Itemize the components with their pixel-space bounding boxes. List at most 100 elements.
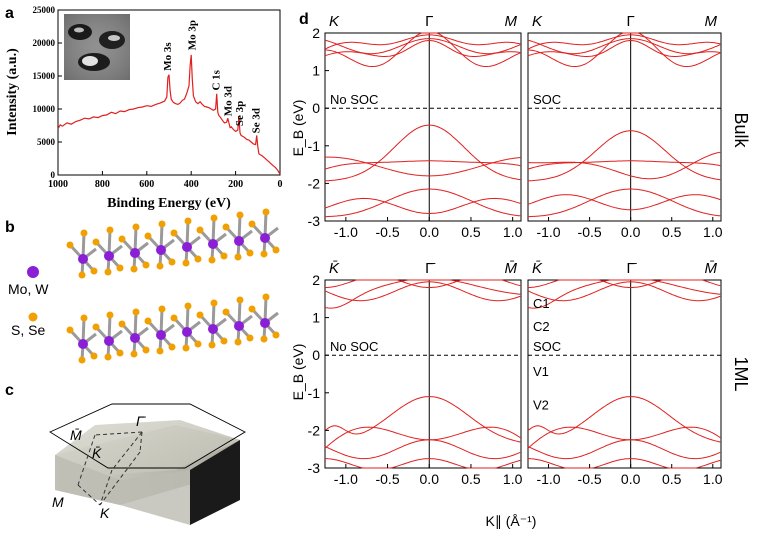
chalcogen-atom — [196, 226, 204, 234]
xps-ytick-label: 5000 — [37, 137, 56, 147]
chalcogen-atom — [90, 352, 98, 360]
metal-atom — [104, 336, 114, 346]
band-curve — [527, 151, 721, 180]
band-curve — [527, 32, 721, 67]
bands-xlabel: K∥ (Å⁻¹) — [486, 513, 537, 529]
xps-annotation: Mo 3s — [162, 42, 174, 71]
chalcogen-atom — [144, 232, 152, 240]
band-curve — [324, 426, 521, 449]
metal-atom — [182, 242, 192, 252]
chalcogen-atom — [236, 296, 244, 304]
band-curve — [527, 194, 721, 211]
soc-label: No SOC — [330, 92, 378, 107]
chalcogen-atom — [222, 308, 230, 316]
chalcogen-atom — [78, 356, 86, 364]
bz-label-gammabar: Γ̄ — [136, 413, 146, 429]
band-plot-ml-nosoc: 2 1 0 -1 -2 -3 -1.0 -0.5 0.0 0.5 1.0 K̄ Γ̄ M̄ No SOC — [308, 260, 523, 487]
chalcogen-atom — [168, 343, 176, 351]
band-curve — [527, 130, 721, 182]
xps-ytick-label: 10000 — [33, 104, 56, 114]
kpoint-label: K̄ — [532, 260, 543, 277]
band-curve — [527, 426, 721, 449]
band-xtick-label: -1.0 — [536, 224, 560, 240]
chalcogen-atom — [246, 334, 254, 342]
chalcogen-atom — [246, 249, 254, 257]
panel-label-b: b — [5, 219, 15, 236]
chalcogen-atom — [104, 268, 112, 276]
band-xtick-label: 0.0 — [420, 471, 440, 487]
bz-label-k: K — [100, 505, 110, 521]
band-ytick-label: -2 — [308, 175, 321, 191]
band-ytick-label: -1 — [308, 138, 321, 154]
chalcogen-atom — [236, 211, 244, 219]
xps-ytick-label: 15000 — [33, 71, 56, 81]
band-curve — [527, 40, 721, 57]
band-xtick-label: -1.0 — [536, 471, 560, 487]
chalcogen-atom — [220, 252, 228, 260]
bz-label-mbar: M̄ — [70, 427, 82, 443]
chalcogen-atom — [118, 235, 126, 243]
band-xtick-label: -0.5 — [578, 224, 602, 240]
chalcogen-atom-legend — [28, 312, 38, 322]
band-curve — [527, 439, 721, 460]
xps-annotation: Se 3d — [251, 108, 263, 133]
band-ytick-label: 2 — [312, 272, 320, 288]
chalcogen-atom — [158, 305, 166, 313]
bands-ylabel-1ml: E_B (eV) — [290, 344, 306, 401]
band-curve — [528, 279, 721, 288]
brillouin-zone: M̄ Γ̄ K̄ M K — [49, 403, 246, 525]
chalcogen-atom — [208, 341, 216, 349]
chalcogen-atom — [130, 350, 138, 358]
metal-atom — [156, 245, 166, 255]
band-curve — [324, 124, 521, 182]
band-xtick-label: 1.0 — [703, 224, 723, 240]
band-curve — [324, 160, 521, 170]
chalcogen-atom — [106, 226, 114, 234]
metal-atom — [260, 318, 270, 328]
band-curve — [324, 197, 521, 214]
panel-label-a: a — [5, 5, 14, 22]
band-curve — [325, 156, 521, 177]
band-xtick-label: -0.5 — [375, 224, 399, 240]
chalcogen-atom — [220, 337, 228, 345]
chalcogen-atom — [196, 311, 204, 319]
kpoint-label: Γ̄ — [627, 260, 637, 277]
chalcogen-atom — [184, 217, 192, 225]
chalcogen-atom — [234, 338, 242, 346]
band-curve — [325, 458, 521, 469]
band-xtick-label: -1.0 — [334, 471, 358, 487]
chalcogen-atom — [156, 347, 164, 355]
band-curve — [527, 160, 721, 170]
band-curve — [324, 396, 521, 443]
chalcogen-atom — [92, 238, 100, 246]
band-xtick-label: -1.0 — [334, 224, 358, 240]
chalcogen-atom — [142, 346, 150, 354]
row-label-bulk: Bulk — [731, 112, 751, 148]
band-curve — [527, 38, 721, 55]
band-label: C2 — [533, 319, 550, 334]
band-curve — [527, 279, 721, 309]
chalcogen-atom — [130, 265, 138, 273]
kpoint-label: K̄ — [329, 260, 340, 277]
metal-atom — [234, 321, 244, 331]
chalcogen-atom — [104, 353, 112, 361]
band-curve — [324, 281, 521, 302]
chalcogen-atom — [90, 267, 98, 275]
band-ytick-label: 1 — [312, 310, 320, 326]
band-xtick-label: 1.0 — [503, 224, 523, 240]
chalcogen-atom — [116, 264, 124, 272]
chalcogen-atom — [142, 261, 150, 269]
xps-annotation: Mo 3p — [186, 20, 198, 50]
kpoint-label: Γ̄ — [425, 260, 435, 277]
band-xtick-label: -0.5 — [578, 471, 602, 487]
kpoint-label: K — [329, 13, 340, 30]
chalcogen-atom — [132, 223, 140, 231]
band-xtick-label: 0.0 — [621, 224, 641, 240]
xps-series-line — [57, 54, 281, 175]
kpoint-label: Γ — [627, 13, 635, 30]
chalcogen-atom — [80, 229, 88, 237]
band-curve — [324, 32, 521, 67]
band-xtick-label: 0.5 — [461, 224, 481, 240]
band-curve — [325, 279, 521, 288]
bz-label-kbar: K̄ — [92, 445, 102, 461]
